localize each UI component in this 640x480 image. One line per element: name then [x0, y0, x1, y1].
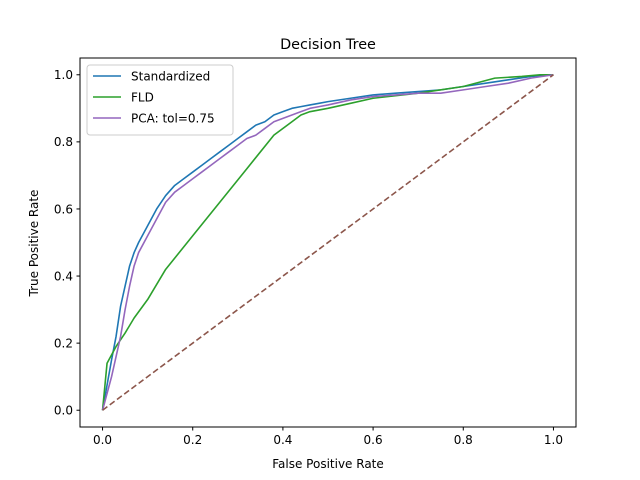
x-tick-label: 0.6 — [364, 433, 383, 447]
legend-label: PCA: tol=0.75 — [131, 112, 215, 126]
x-tick-label: 1.0 — [544, 433, 563, 447]
x-tick-label: 0.2 — [183, 433, 202, 447]
y-tick-label: 0.6 — [54, 202, 73, 216]
series-layer — [101, 73, 554, 411]
x-tick-label: 0.4 — [273, 433, 292, 447]
legend-box — [86, 64, 234, 136]
series-line-fld — [101, 73, 554, 411]
x-tick-label: 0.8 — [454, 433, 473, 447]
y-tick-label: 0.8 — [54, 135, 73, 149]
series-line-pca-tol-0-75 — [101, 73, 554, 411]
x-tick-label: 0.0 — [93, 433, 112, 447]
y-tick-label: 0.0 — [54, 404, 73, 418]
series-line-standardized — [101, 73, 554, 411]
legend: Standardized FLD PCA: tol=0.75 — [86, 64, 234, 136]
y-tick-label: 0.4 — [54, 269, 73, 283]
plot-frame — [79, 57, 577, 428]
legend-label: FLD — [131, 91, 154, 105]
y-tick-label: 1.0 — [54, 68, 73, 82]
axes-layer: 0.0 0.2 0.4 0.6 0.8 1.0 0.0 0.2 0.4 0.6 0.8 1.0 — [54, 57, 577, 447]
y-tick-label: 0.2 — [54, 336, 73, 350]
x-axis-label: False Positive Rate — [272, 457, 384, 471]
legend-label: Standardized — [131, 70, 210, 84]
y-axis-label: True Positive Rate — [27, 190, 41, 298]
diagonal-reference-line — [102, 74, 554, 411]
chart-title: Decision Tree — [280, 37, 376, 53]
